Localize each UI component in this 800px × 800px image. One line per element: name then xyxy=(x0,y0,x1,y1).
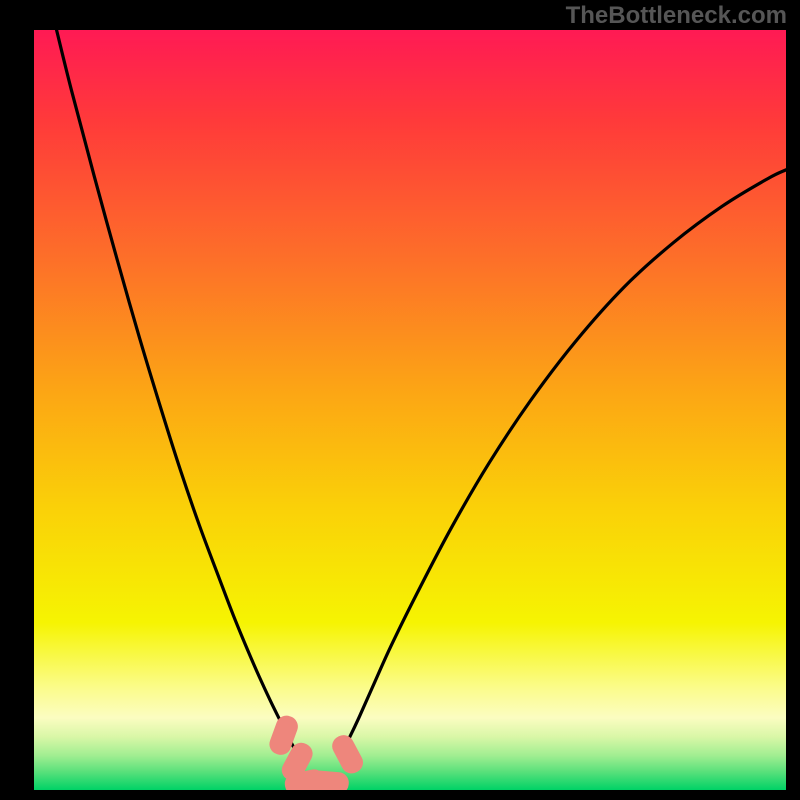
gradient-background xyxy=(34,30,786,790)
plot-area xyxy=(34,30,786,790)
